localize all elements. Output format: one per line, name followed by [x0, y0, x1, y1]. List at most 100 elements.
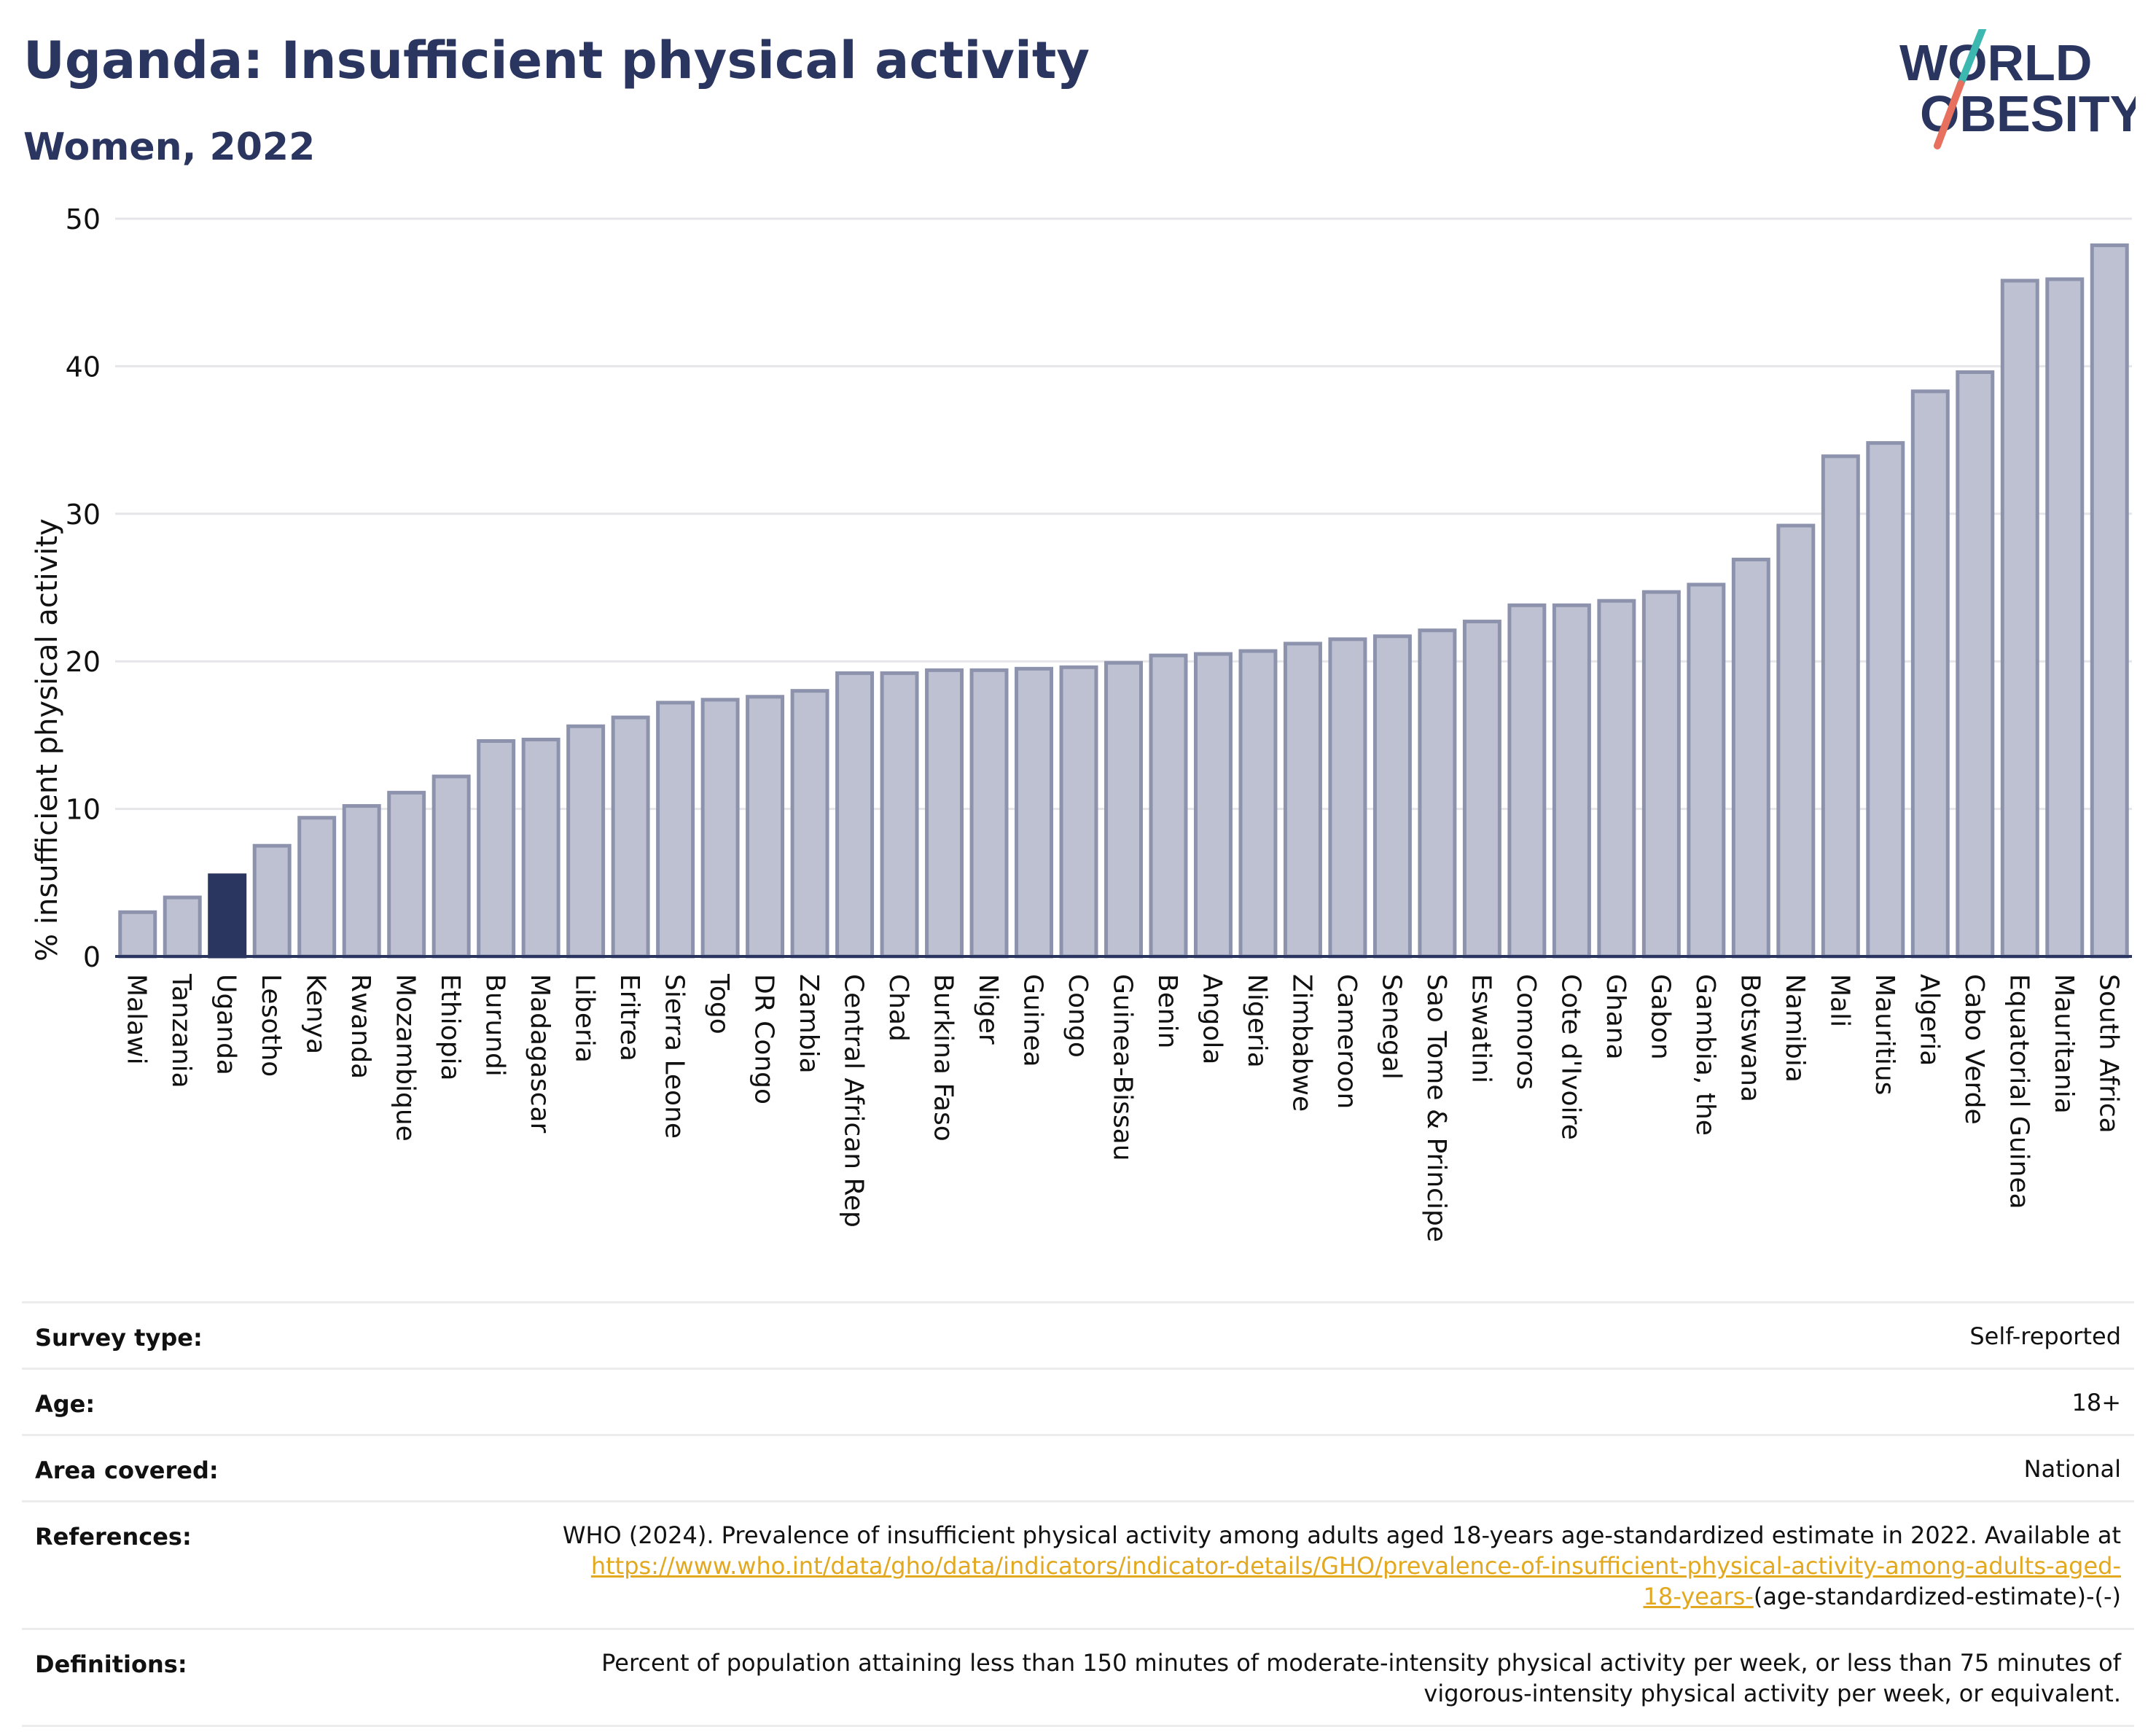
y-tick-label: 20	[66, 646, 101, 678]
logo-slash-teal	[1957, 29, 1986, 87]
references-value: WHO (2024). Prevalence of insufficient p…	[554, 1520, 2121, 1612]
bar-south-africa	[2090, 243, 2129, 959]
logo-slash-coral	[1934, 80, 1964, 149]
bar-madagascar	[521, 737, 561, 959]
bar-benin	[1149, 653, 1188, 959]
meta-row-age: Age: 18+	[22, 1368, 2134, 1434]
world-obesity-logo: WORLD OBESITY	[1899, 29, 2136, 149]
x-tick-label: Nigeria	[1242, 974, 1272, 1068]
bar-mauritania	[2045, 277, 2085, 959]
x-tick-label: Mauritania	[2049, 974, 2079, 1114]
bar-central-african-rep	[835, 671, 875, 959]
bar-cameroon	[1328, 637, 1367, 959]
references-text: WHO (2024). Prevalence of insufficient p…	[562, 1521, 2121, 1549]
bars	[115, 243, 2132, 959]
x-tick-label: Sierra Leone	[660, 974, 690, 1139]
bar-nigeria	[1238, 649, 1278, 959]
bar-mali	[1821, 454, 1860, 959]
age-value: 18+	[2071, 1389, 2121, 1416]
bar-ghana	[1597, 599, 1636, 959]
definitions-value: Percent of population attaining less tha…	[601, 1649, 2121, 1707]
references-label: References:	[35, 1523, 192, 1551]
bar-eritrea	[611, 715, 650, 959]
x-tick-label: Zambia	[794, 974, 824, 1074]
x-tick-label: Kenya	[301, 974, 331, 1054]
x-tick-label: DR Congo	[749, 974, 779, 1104]
bar-burundi	[477, 738, 516, 959]
bar-eswatini	[1462, 620, 1501, 959]
bar-togo	[700, 698, 740, 959]
references-link[interactable]: https://www.who.int/data/gho/data/indica…	[590, 1552, 2121, 1610]
meta-row-area: Area covered: National	[22, 1434, 2134, 1500]
definitions-label: Definitions:	[35, 1650, 187, 1678]
x-tick-label: Guinea	[1018, 974, 1048, 1067]
area-value: National	[2023, 1455, 2121, 1483]
x-tick-label: Cameroon	[1332, 974, 1362, 1109]
x-tick-label: Namibia	[1780, 974, 1810, 1083]
bar-namibia	[1776, 523, 1816, 959]
x-tick-label: Ghana	[1601, 974, 1630, 1060]
bar-mozambique	[387, 790, 426, 959]
metadata-table: Survey type: Self-reported Age: 18+ Area…	[22, 1301, 2134, 1727]
x-tick-label: Gambia, the	[1690, 974, 1720, 1136]
bar-niger	[969, 668, 1009, 959]
y-tick-label: 40	[66, 351, 101, 383]
y-axis-ticks: 0 10 20 30 40 50	[66, 203, 101, 973]
meta-row-survey-type: Survey type: Self-reported	[22, 1301, 2134, 1368]
x-tick-label: Mauritius	[1870, 974, 1899, 1095]
bar-angola	[1193, 652, 1233, 959]
bar-gambia-the	[1687, 582, 1726, 959]
x-tick-label: Rwanda	[345, 974, 375, 1079]
bar-guinea	[1015, 666, 1054, 959]
x-tick-label: Sao Tome & Principe	[1421, 974, 1451, 1242]
x-tick-label: Mozambique	[391, 974, 421, 1142]
chart-subtitle: Women, 2022	[23, 125, 316, 169]
bar-sierra-leone	[656, 701, 695, 959]
bar-senegal	[1372, 634, 1412, 959]
bar-liberia	[566, 724, 606, 959]
bar-rwanda	[342, 804, 381, 959]
bar-zimbabwe	[1283, 642, 1322, 959]
x-tick-label: Uganda	[211, 974, 241, 1075]
x-tick-label: Lesotho	[256, 974, 286, 1077]
x-tick-label: South Africa	[2093, 974, 2123, 1134]
x-axis-labels: Malawi Tanzania Uganda Lesotho Kenya Rwanda Mo…	[122, 973, 2124, 1242]
y-axis-label: % insufficient physical activity	[31, 518, 64, 962]
chart-title: Uganda: Insufficient physical activity	[23, 31, 1090, 90]
age-label: Age:	[35, 1390, 95, 1418]
meta-row-definitions: Definitions: Percent of population attai…	[22, 1628, 2134, 1727]
x-tick-label: Chad	[883, 974, 913, 1042]
survey-type-value: Self-reported	[1969, 1322, 2121, 1350]
bar-lesotho	[252, 843, 292, 959]
x-tick-label: Cote d'Ivoire	[1555, 974, 1585, 1140]
bar-equatorial-guinea	[2000, 278, 2039, 959]
x-tick-label: Angola	[1197, 974, 1227, 1064]
x-tick-label: Senegal	[1376, 974, 1406, 1080]
x-tick-label: Madagascar	[525, 974, 555, 1134]
bar-comoros	[1507, 603, 1547, 959]
bar-chart: 0 10 20 30 40 50 Malawi Tanzania Uganda Lesotho K…	[31, 203, 2132, 1242]
y-tick-label: 0	[83, 941, 101, 973]
x-tick-label: Guinea-Bissau	[1108, 974, 1138, 1161]
survey-type-label: Survey type:	[35, 1324, 203, 1352]
x-tick-label: Eswatini	[1466, 974, 1496, 1083]
x-tick-label: Benin	[1152, 974, 1182, 1048]
bar-zambia	[790, 689, 829, 959]
bar-cabo-verde	[1956, 370, 1995, 959]
x-tick-label: Burundi	[480, 974, 510, 1077]
x-tick-label: Central African Rep	[839, 974, 869, 1228]
references-suffix: (age-standardized-estimate)-(-)	[1753, 1583, 2121, 1610]
x-tick-label: Tanzania	[166, 973, 196, 1088]
x-tick-label: Algeria	[1914, 974, 1944, 1067]
bar-tanzania	[163, 895, 202, 959]
logo-world-text: WORLD	[1899, 34, 2092, 91]
x-tick-label: Ethiopia	[435, 974, 465, 1081]
meta-row-references: References: WHO (2024). Prevalence of in…	[22, 1500, 2134, 1628]
bar-mauritius	[1866, 441, 1905, 959]
bar-guinea-bissau	[1104, 660, 1143, 959]
y-tick-label: 50	[66, 203, 101, 235]
bar-dr-congo	[746, 695, 785, 959]
x-tick-label: Comoros	[1511, 974, 1541, 1090]
bar-gabon	[1641, 590, 1681, 959]
x-tick-label: Liberia	[570, 974, 600, 1063]
